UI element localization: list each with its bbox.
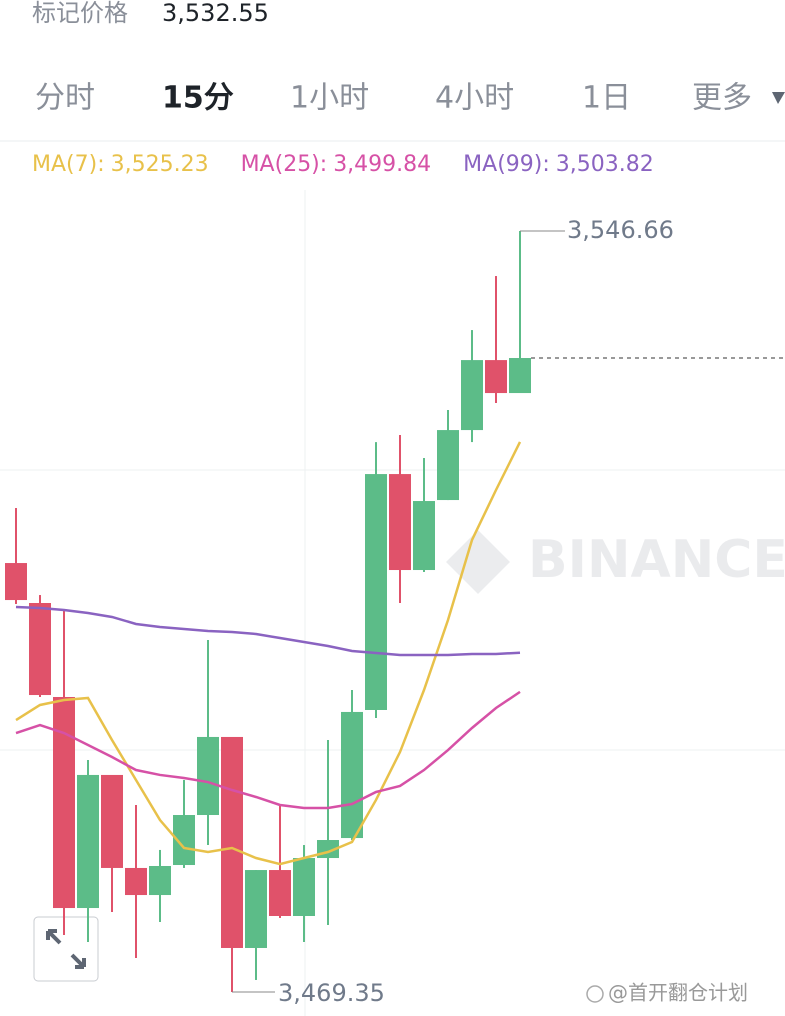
- legend-value: 3,503.82: [556, 152, 654, 177]
- tab[interactable]: 4小时: [435, 81, 514, 116]
- candle-body: [413, 501, 435, 571]
- legend-name: MA(99):: [463, 152, 550, 177]
- tab-active[interactable]: 15分: [162, 81, 234, 116]
- legend-value: 3,499.84: [333, 152, 431, 177]
- header-label: 标记价格: [32, 0, 128, 27]
- legend-value: 3,525.23: [111, 152, 209, 177]
- candle-body: [269, 870, 291, 916]
- credit-icon: [586, 985, 604, 1003]
- high-label: 3,546.66: [567, 216, 674, 244]
- header-value: 3,532.55: [162, 0, 269, 27]
- candle-body: [245, 870, 267, 948]
- candle-body: [29, 603, 51, 696]
- tab[interactable]: 1日: [582, 81, 631, 116]
- legend-name: MA(25):: [241, 152, 328, 177]
- expand-icon: [46, 929, 86, 969]
- candle-body: [485, 360, 507, 394]
- credit: @首开翻仓计划: [608, 981, 748, 1005]
- tab[interactable]: 分时: [35, 81, 95, 116]
- candle-body: [77, 774, 99, 909]
- candle-body: [365, 474, 387, 710]
- watermark-logo: [446, 530, 510, 594]
- low-label: 3,469.35: [278, 979, 385, 1007]
- candle-body: [509, 358, 531, 394]
- candle-body: [53, 696, 75, 909]
- candle-body: [5, 563, 27, 601]
- candle-body: [197, 736, 219, 816]
- dropdown-arrow: [772, 92, 785, 104]
- tab[interactable]: 1小时: [290, 81, 369, 116]
- candle-body: [149, 865, 171, 896]
- ma-line: [15, 605, 521, 657]
- candle-body: [461, 360, 483, 431]
- legend: MA(7): 3,525.23 MA(25): 3,499.84 MA(99): 3,50…: [32, 152, 654, 177]
- candle-body: [125, 867, 147, 896]
- watermark: BINANCE: [528, 530, 785, 590]
- candle-body: [389, 474, 411, 571]
- tab[interactable]: 更多: [692, 81, 752, 116]
- candle-body: [101, 774, 123, 868]
- candle-body: [437, 430, 459, 501]
- candle-body: [173, 815, 195, 866]
- candle-body: [293, 858, 315, 916]
- ma-line: [15, 690, 521, 810]
- candle-body: [341, 711, 363, 839]
- legend-name: MA(7):: [32, 152, 105, 177]
- candle-body: [221, 736, 243, 948]
